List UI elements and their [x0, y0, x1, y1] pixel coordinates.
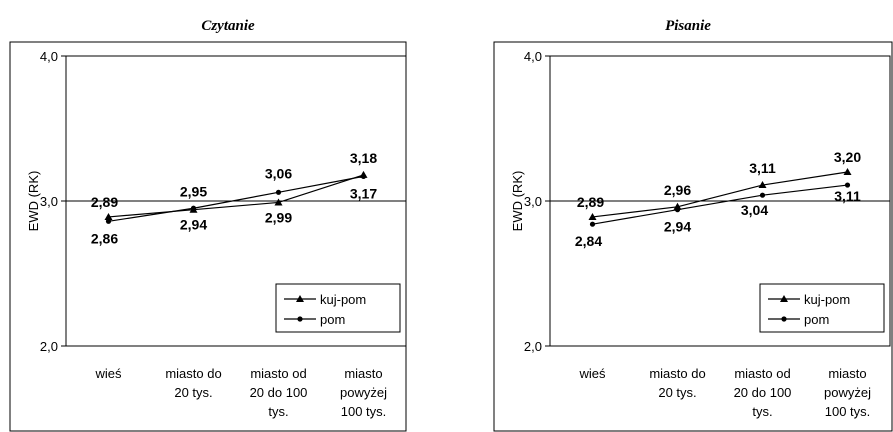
data-label-kuj-pom: 2,94 [180, 217, 207, 233]
legend-marker-kuj-pom [296, 295, 304, 302]
y-tick-label: 3,0 [524, 194, 542, 209]
legend-label-kuj-pom: kuj-pom [320, 292, 366, 307]
y-tick-label: 4,0 [40, 49, 58, 64]
data-point-pom [589, 221, 596, 227]
data-label-pom: 2,86 [91, 230, 118, 246]
legend-marker-pom [297, 316, 303, 322]
y-axis-label: EWD (RK) [510, 171, 525, 232]
x-category-label: miasto do [649, 366, 705, 381]
y-tick-label: 4,0 [524, 49, 542, 64]
x-category-label: 20 do 100 [734, 385, 792, 400]
x-category-label: tys. [752, 404, 772, 419]
data-label-pom: 3,04 [741, 202, 768, 218]
y-axis-label: EWD (RK) [26, 171, 41, 232]
data-label-pom: 3,11 [834, 188, 861, 204]
series-line-kuj-pom [108, 174, 364, 218]
legend-label-kuj-pom: kuj-pom [804, 292, 850, 307]
x-category-label: powyżej [824, 385, 871, 400]
data-point-kuj-pom [274, 198, 283, 206]
chart-title: Czytanie [201, 18, 255, 34]
y-tick-label: 2,0 [40, 339, 58, 354]
legend-marker-pom [781, 316, 787, 322]
data-point-pom [360, 173, 367, 179]
x-category-label: wieś [578, 366, 606, 381]
series-line-pom [592, 184, 848, 225]
data-label-kuj-pom: 3,18 [350, 150, 377, 166]
chart-title: Pisanie [665, 18, 711, 34]
x-category-label: miasto od [250, 366, 306, 381]
legend-box [275, 283, 401, 333]
data-point-pom [105, 218, 112, 224]
legend-label-pom: pom [320, 312, 345, 327]
data-point-pom [844, 182, 851, 188]
x-category-label: 20 do 100 [250, 385, 308, 400]
data-label-kuj-pom: 3,20 [834, 149, 861, 165]
legend-marker-kuj-pom [780, 295, 788, 302]
data-point-pom [275, 189, 282, 195]
data-label-pom: 3,17 [350, 185, 377, 201]
data-label-kuj-pom: 2,89 [91, 194, 118, 210]
x-category-label: miasto [828, 366, 866, 381]
x-category-label: miasto do [165, 366, 221, 381]
data-label-kuj-pom: 3,11 [749, 160, 776, 176]
series-line-pom [108, 175, 364, 222]
data-label-kuj-pom: 2,99 [265, 209, 292, 225]
data-point-kuj-pom [843, 168, 852, 175]
data-point-pom [759, 192, 766, 198]
data-point-pom [674, 207, 681, 213]
x-category-label: 20 tys. [174, 385, 212, 400]
legend-box [759, 283, 885, 333]
data-point-kuj-pom [758, 181, 767, 189]
data-label-pom: 3,06 [265, 165, 292, 181]
x-category-label: miasto od [734, 366, 790, 381]
x-category-label: miasto [344, 366, 382, 381]
chart-frame [493, 41, 893, 432]
data-point-kuj-pom [588, 212, 597, 220]
data-label-pom: 2,95 [180, 183, 207, 199]
data-label-pom: 2,94 [664, 219, 691, 235]
x-category-label: tys. [268, 404, 288, 419]
y-tick-label: 2,0 [524, 339, 542, 354]
legend-label-pom: pom [804, 312, 829, 327]
x-category-label: 20 tys. [658, 385, 696, 400]
x-category-label: wieś [94, 366, 122, 381]
y-tick-label: 3,0 [40, 194, 58, 209]
data-label-pom: 2,84 [575, 233, 602, 249]
data-label-kuj-pom: 2,89 [577, 194, 604, 210]
data-label-kuj-pom: 2,96 [664, 182, 691, 198]
series-line-kuj-pom [592, 171, 848, 218]
x-category-label: 100 tys. [825, 404, 871, 419]
x-category-label: powyżej [340, 385, 387, 400]
data-point-kuj-pom [104, 212, 113, 220]
data-point-pom [190, 205, 197, 211]
x-category-label: 100 tys. [341, 404, 387, 419]
